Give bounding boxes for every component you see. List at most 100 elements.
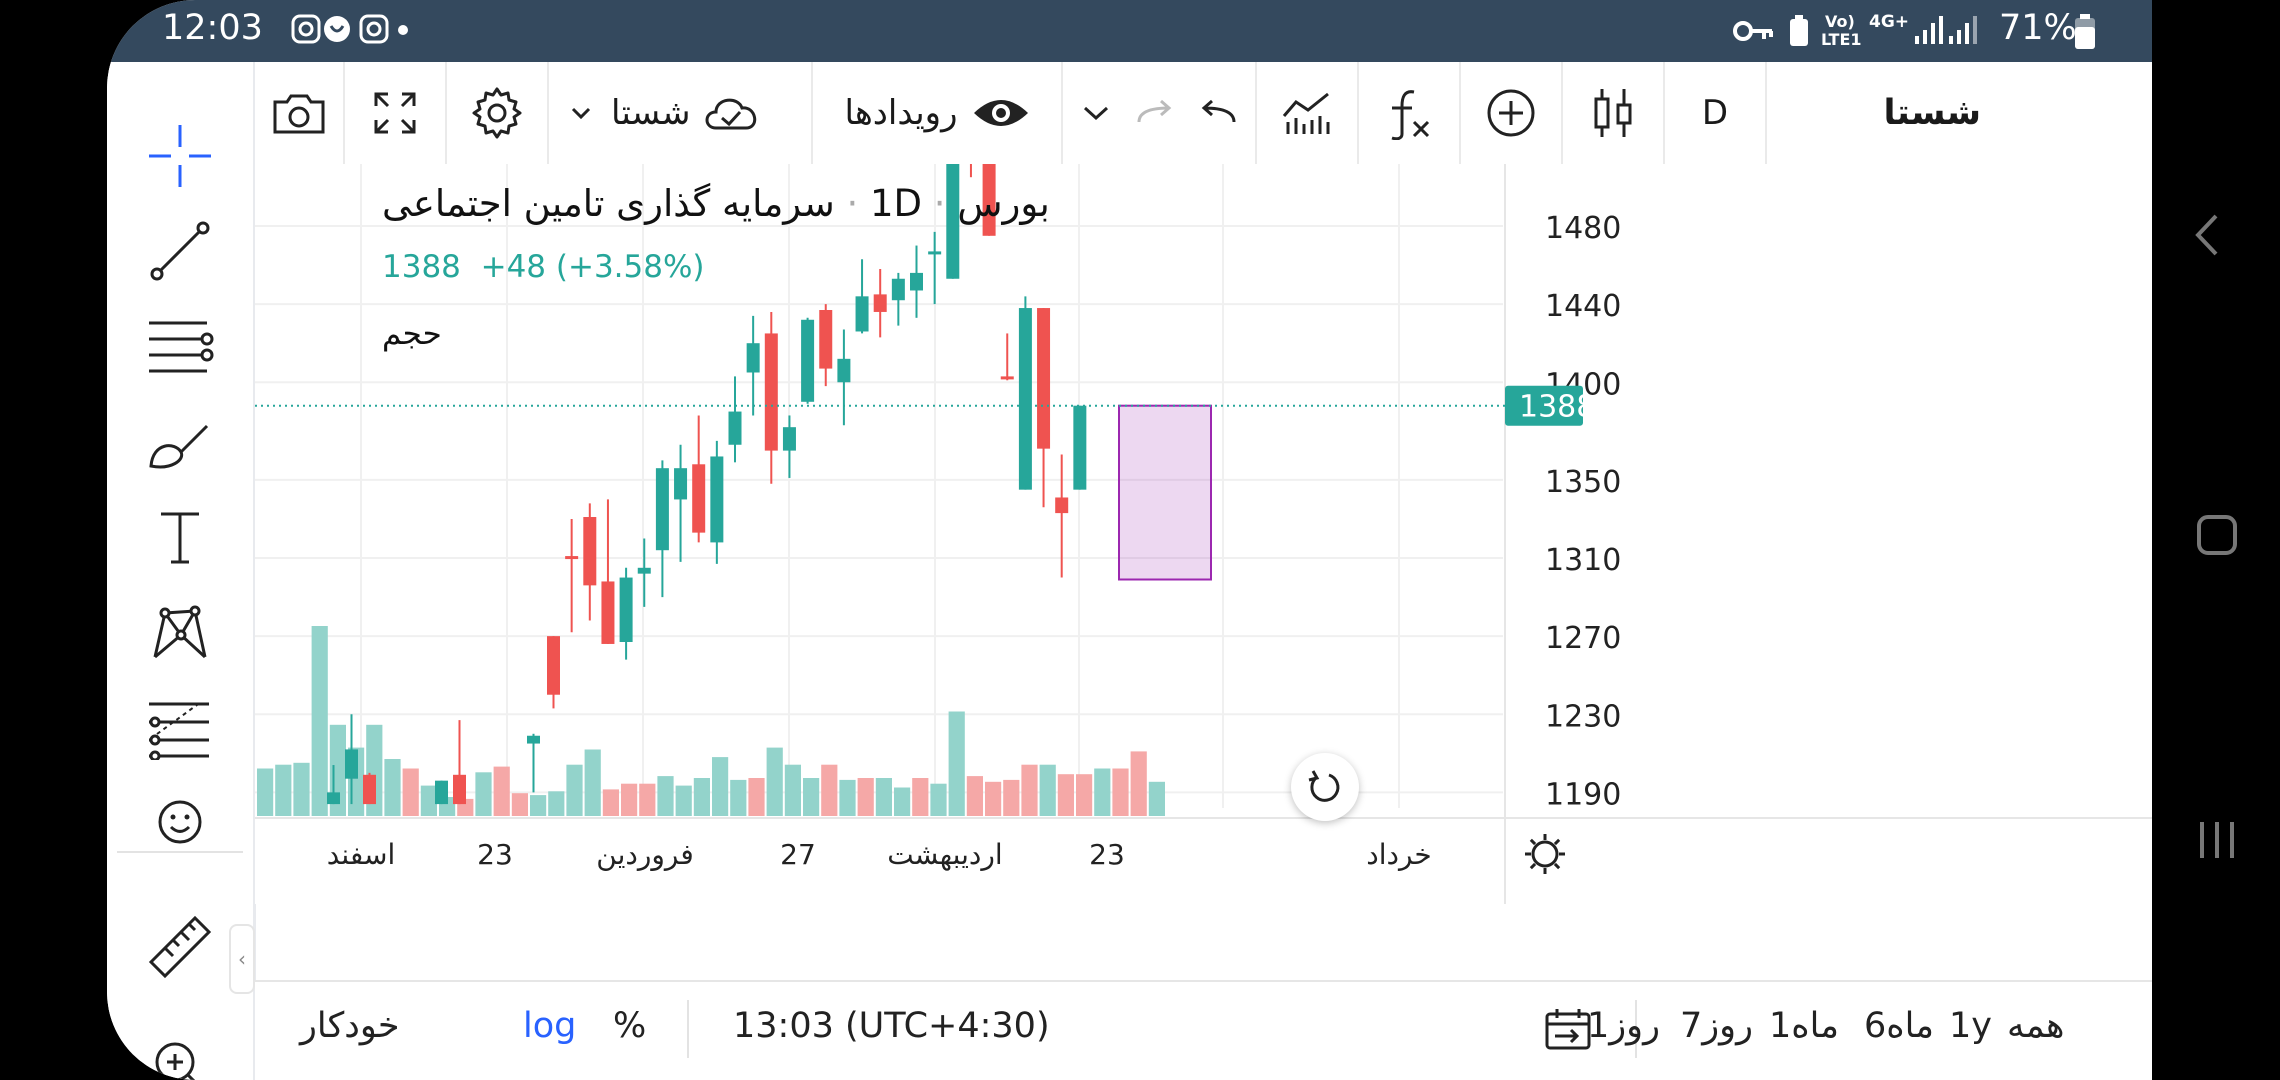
log-scale-toggle[interactable]: log: [523, 1006, 577, 1046]
range-button[interactable]: 7روز: [1680, 1006, 1753, 1046]
time-tick-label: فروردین: [596, 838, 693, 871]
range-button[interactable]: 1روز: [1587, 1006, 1660, 1046]
candle-body: [1000, 376, 1014, 380]
candle-body: [637, 567, 651, 574]
last-price-badge: [1505, 385, 1583, 426]
android-navigation-bar: [2152, 0, 2280, 1080]
events-button[interactable]: رویدادها: [811, 62, 1061, 164]
chart-pane[interactable]: 1480 1440 1400 1350 1310 1270 1230 1190 1388 اسفن…: [232, 128, 2152, 904]
volume-bar: [675, 785, 692, 816]
volume-bar: [311, 626, 328, 816]
price-chart[interactable]: 148014401400135013101270123011901388اسفن…: [232, 128, 2152, 904]
fullscreen-button[interactable]: [343, 62, 445, 164]
volume-bar: [857, 778, 874, 816]
last-price-label: 1388: [1519, 390, 1595, 425]
forecast-tool[interactable]: [137, 692, 223, 762]
candle-body: [527, 735, 540, 744]
crosshair-tool[interactable]: [137, 121, 223, 191]
axis-settings-icon-ray: [1553, 862, 1561, 870]
volume-legend-label: حجم: [382, 316, 442, 352]
go-to-date-icon[interactable]: [1543, 1006, 1593, 1052]
candle-body: [801, 319, 815, 402]
volume-bar: [530, 795, 547, 816]
volume-bar: [985, 781, 1002, 816]
volume-bar: [566, 764, 583, 816]
symbol-search-button[interactable]: شستا: [1765, 62, 2005, 164]
range-button[interactable]: 1y: [1949, 1006, 1992, 1046]
back-icon[interactable]: [2192, 212, 2222, 258]
ruler-icon: [148, 915, 212, 979]
more-button[interactable]: [1061, 62, 1129, 164]
legend-title: سرمایه گذاری تامین اجتماعی: [382, 182, 835, 225]
volume-bar: [930, 783, 947, 816]
volume-bar: [420, 785, 437, 816]
zoom-tool[interactable]: [137, 1032, 223, 1080]
volume-bar: [894, 787, 911, 816]
settings-button[interactable]: [445, 62, 547, 164]
candle-body: [728, 411, 742, 445]
brush-tool[interactable]: [137, 410, 223, 480]
status-bar: 12:03 Vo) LTE1 4G+ 71%: [107, 0, 2152, 62]
fib-retracement-tool[interactable]: [137, 313, 223, 383]
measure-tool[interactable]: [137, 910, 223, 980]
volume-bar: [293, 762, 310, 816]
function-icon: [1391, 90, 1430, 140]
legend-exchange: بورس: [957, 182, 1050, 225]
price-tick-label: 1190: [1545, 777, 1621, 812]
axis-settings-icon-ray: [1529, 838, 1537, 846]
volume-bar: [257, 768, 274, 816]
volume-bar: [693, 778, 710, 816]
volume-bar: [584, 749, 601, 816]
text-tool[interactable]: [137, 502, 223, 572]
candle-body: [891, 278, 905, 301]
price-tick-label: 1310: [1545, 543, 1621, 578]
candle-body: [855, 296, 869, 332]
redo-button[interactable]: [1129, 62, 1181, 164]
volume-bar: [730, 779, 747, 816]
candle-body: [782, 427, 796, 451]
indicators-button[interactable]: [1357, 62, 1459, 164]
chart-type-button[interactable]: [1255, 62, 1357, 164]
volume-bar: [875, 778, 892, 816]
candles-style-button[interactable]: [1561, 62, 1663, 164]
zoom-in-icon: [155, 1042, 196, 1080]
pattern-tool[interactable]: [137, 597, 223, 667]
snapshot-button[interactable]: [255, 62, 343, 164]
time-tick-label: اردیبهشت: [887, 838, 1002, 871]
candle-body: [764, 333, 778, 451]
auto-scale-toggle[interactable]: خودکار: [300, 1006, 400, 1046]
axis-settings-icon[interactable]: [1531, 840, 1559, 868]
range-button[interactable]: همه: [2007, 1006, 2065, 1046]
rectangle-drawing[interactable]: [1118, 404, 1212, 581]
axis-settings-icon-ray: [1529, 862, 1537, 870]
volume-bar: [839, 779, 856, 816]
volume-bar: [1021, 764, 1038, 816]
percent-scale-toggle[interactable]: %: [613, 1006, 647, 1046]
layout-menu-button[interactable]: شستا: [547, 62, 769, 164]
phone-screen: 12:03 Vo) LTE1 4G+ 71%: [107, 0, 2152, 1080]
emoji-tool[interactable]: [137, 787, 223, 857]
volume-bar: [766, 747, 783, 816]
range-button[interactable]: 1ماه: [1769, 1006, 1840, 1046]
collapse-toolbar-handle[interactable]: ‹: [229, 924, 255, 994]
reset-chart-button[interactable]: [1291, 753, 1359, 821]
volume-bar: [821, 764, 838, 816]
candle-body: [1018, 308, 1032, 490]
candle-body: [910, 272, 923, 291]
eye-icon: [973, 100, 1028, 126]
timezone-clock[interactable]: 13:03 (UTC+4:30): [733, 1006, 1050, 1046]
trend-line-tool[interactable]: [137, 216, 223, 286]
compare-button[interactable]: [1459, 62, 1561, 164]
volume-bar: [602, 789, 619, 816]
gear-icon: [472, 87, 522, 139]
range-button[interactable]: 6ماه: [1864, 1006, 1935, 1046]
home-icon[interactable]: [2196, 514, 2238, 556]
events-label: رویدادها: [844, 93, 958, 133]
drawing-toolbar: ‹: [107, 62, 256, 1080]
forecast-icon: [149, 701, 209, 760]
interval-button[interactable]: D: [1663, 62, 1765, 164]
undo-button[interactable]: [1181, 62, 1255, 164]
recents-icon[interactable]: [2196, 818, 2238, 862]
time-tick-label: 23: [1089, 838, 1125, 871]
candle-body: [837, 358, 851, 383]
